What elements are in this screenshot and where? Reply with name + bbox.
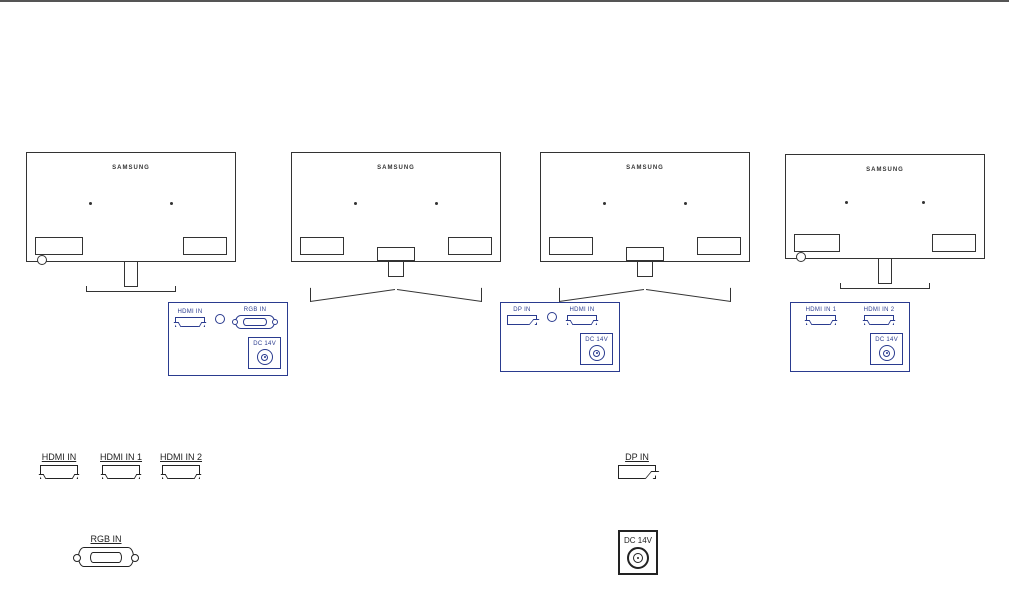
legend-label: HDMI IN 2	[160, 452, 202, 462]
dc-label: DC 14V	[253, 341, 276, 347]
legend-dc-14v: DC 14V	[618, 530, 658, 575]
legend-label: RGB IN	[90, 534, 121, 544]
dc-label: DC 14V	[875, 337, 898, 343]
brand-label: SAMSUNG	[626, 165, 664, 171]
port-label: DP IN	[513, 307, 530, 313]
dc-label: DC 14V	[585, 337, 608, 343]
legend-label: HDMI IN	[42, 452, 77, 462]
hdmi-port-icon	[567, 315, 597, 325]
port-callout-3: HDMI IN 1 HDMI IN 2 DC 14V	[790, 302, 910, 372]
monitor-3: SAMSUNG	[540, 152, 750, 262]
port-label: HDMI IN	[569, 307, 594, 313]
dc-power-icon: DC 14V	[248, 337, 281, 369]
dc-power-icon: DC 14V	[618, 530, 658, 575]
monitor-1: SAMSUNG	[26, 152, 236, 262]
headphone-jack-icon	[215, 314, 225, 324]
port-label: HDMI IN 1	[806, 307, 837, 313]
hdmi-port-icon	[102, 465, 140, 479]
vga-port-icon	[235, 315, 275, 329]
brand-label: SAMSUNG	[377, 165, 415, 171]
port-label: HDMI IN 2	[864, 307, 895, 313]
dp-port-icon	[618, 465, 656, 479]
legend-rgb-in: RGB IN	[78, 534, 134, 567]
legend-hdmi-in-2: HDMI IN 2	[160, 452, 202, 479]
legend-dp-in: DP IN	[618, 452, 656, 479]
hdmi-port-icon	[806, 315, 836, 325]
port-callout-1: HDMI IN RGB IN DC 14V	[168, 302, 288, 376]
brand-label: SAMSUNG	[112, 165, 150, 171]
monitor-4: SAMSUNG	[785, 154, 985, 259]
dc-label: DC 14V	[624, 536, 652, 545]
headphone-jack-icon	[547, 312, 557, 322]
monitor-2: SAMSUNG	[291, 152, 501, 262]
legend-label: DP IN	[625, 452, 649, 462]
port-label: HDMI IN	[177, 309, 202, 315]
legend-label: HDMI IN 1	[100, 452, 142, 462]
dc-power-icon: DC 14V	[870, 333, 903, 365]
dc-power-icon: DC 14V	[580, 333, 613, 365]
port-callout-2: DP IN HDMI IN DC 14V	[500, 302, 620, 372]
hdmi-port-icon	[175, 317, 205, 327]
vga-port-icon	[78, 547, 134, 567]
port-label: RGB IN	[244, 307, 266, 313]
legend-hdmi-in: HDMI IN	[40, 452, 78, 479]
brand-label: SAMSUNG	[866, 167, 904, 173]
hdmi-port-icon	[864, 315, 894, 325]
legend-hdmi-in-1: HDMI IN 1	[100, 452, 142, 479]
hdmi-port-icon	[40, 465, 78, 479]
hdmi-port-icon	[162, 465, 200, 479]
dp-port-icon	[507, 315, 537, 325]
